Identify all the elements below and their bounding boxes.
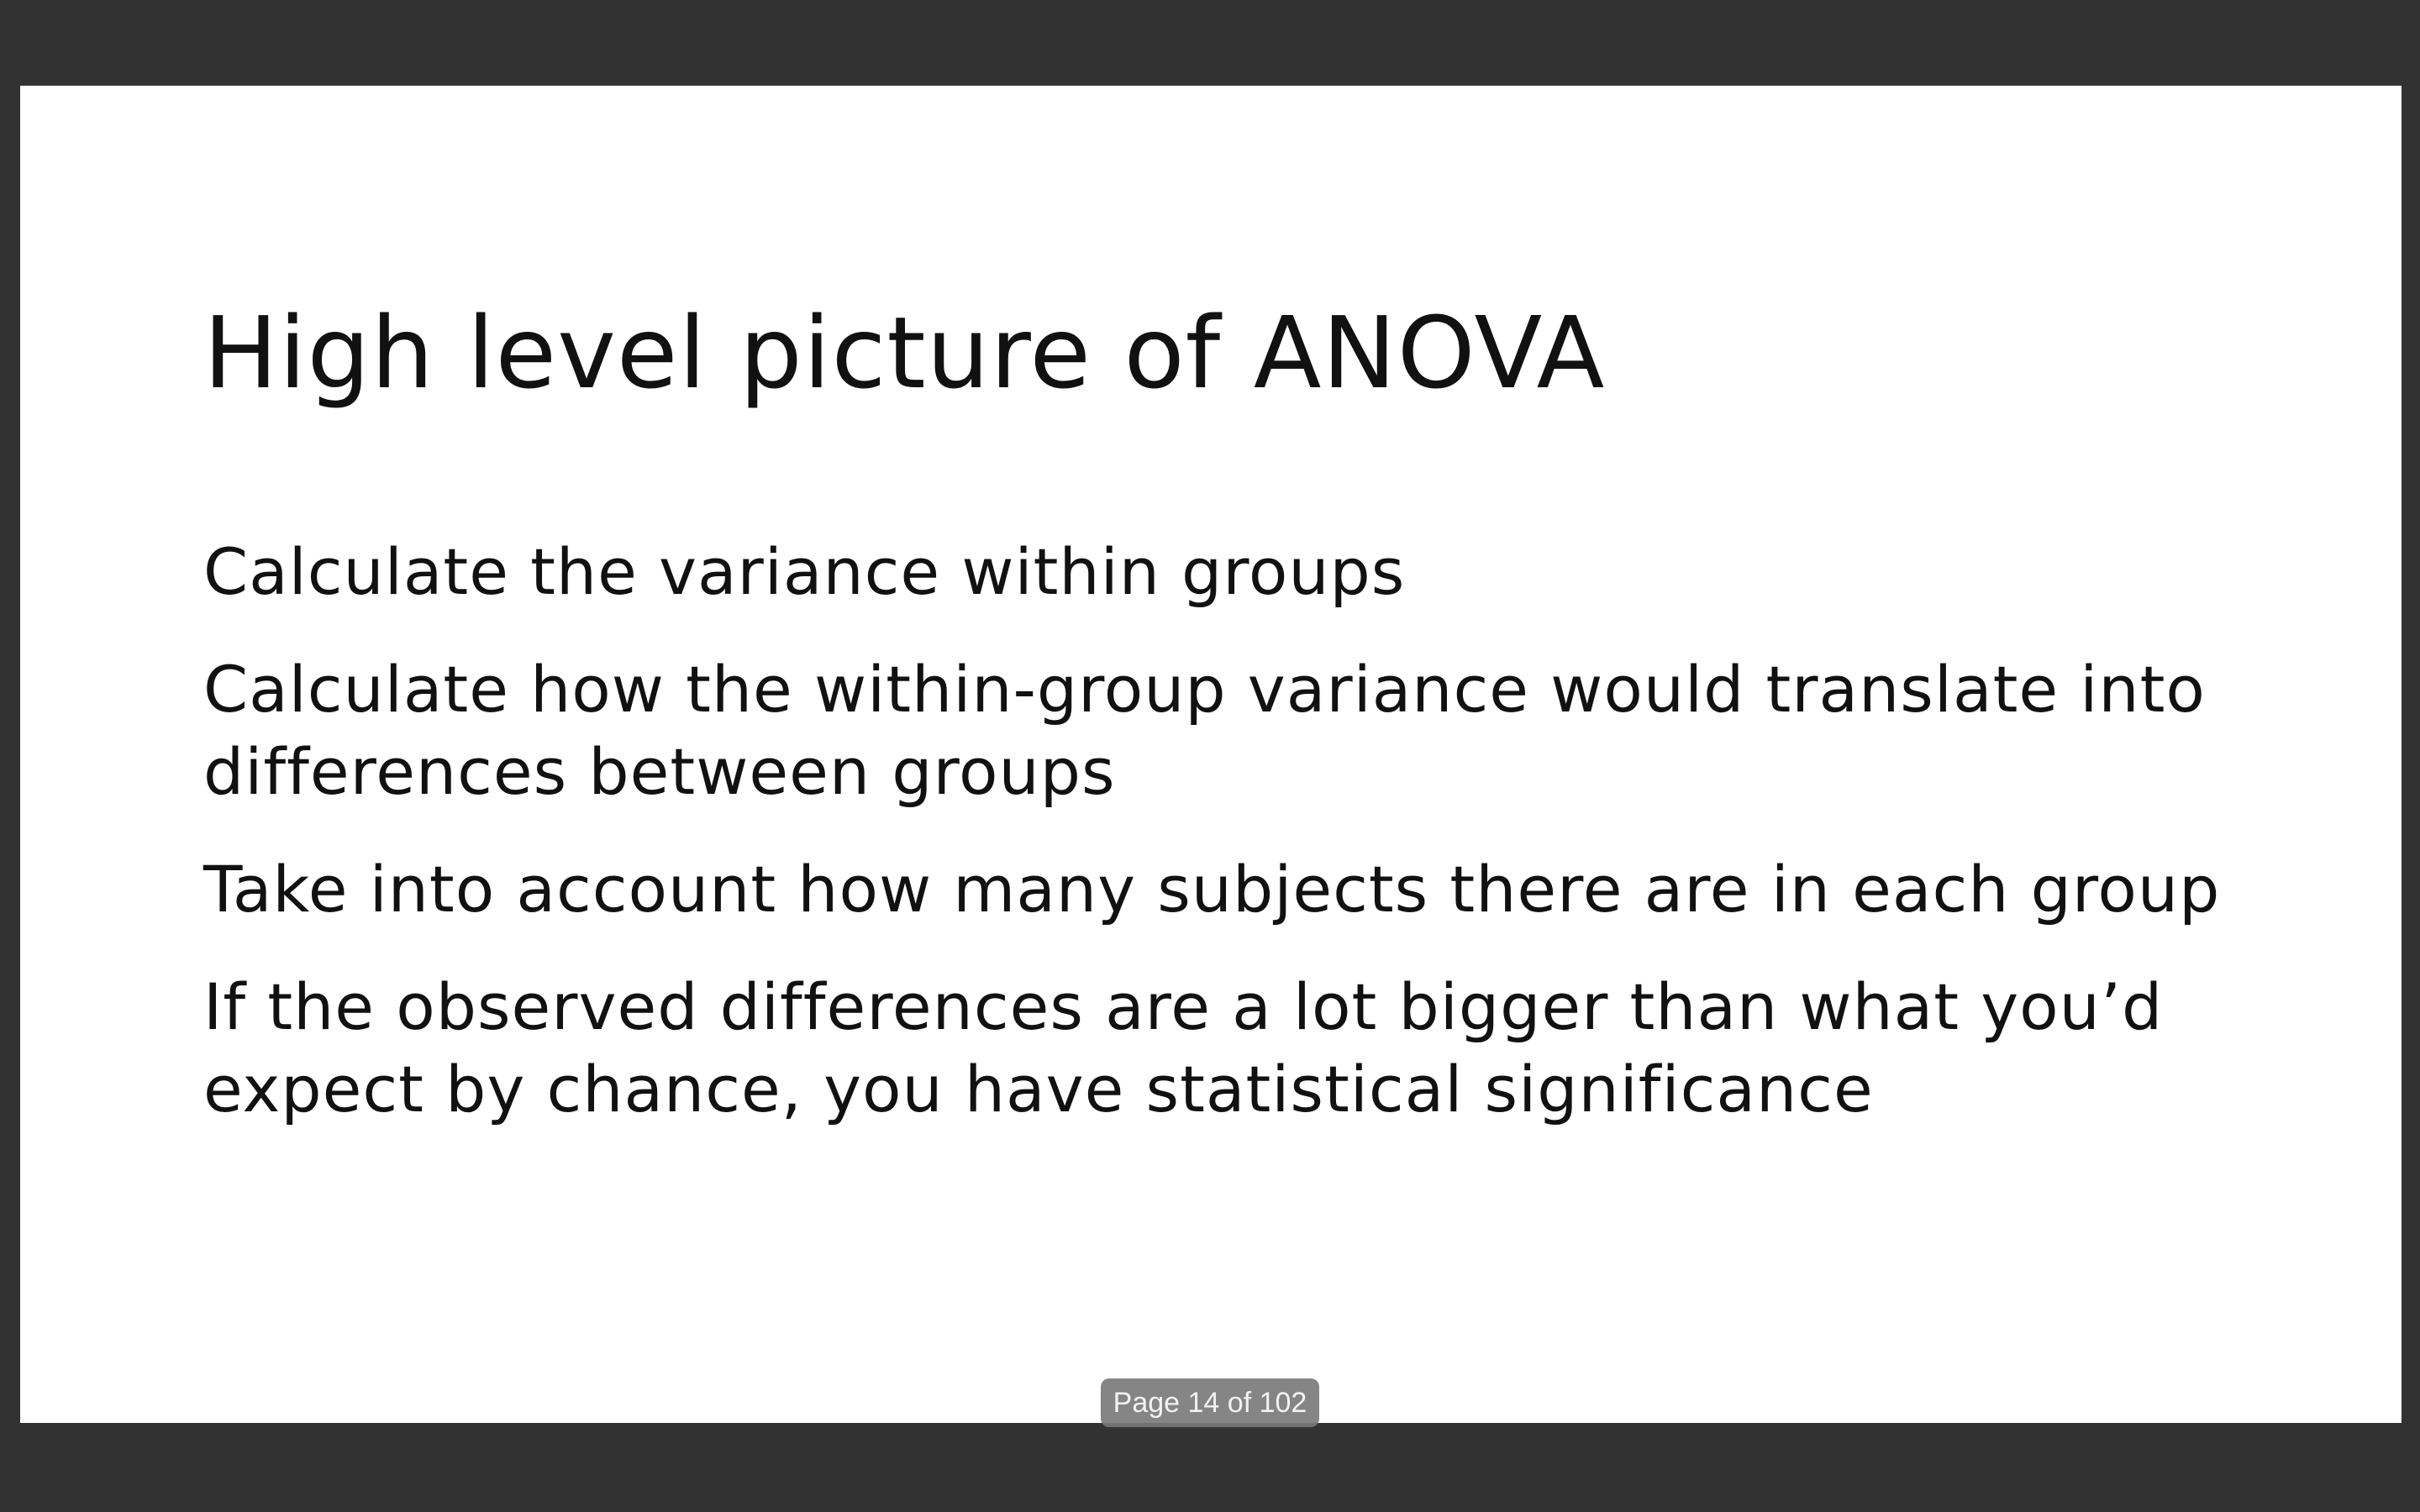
bullet-item: Calculate the variance within groups	[203, 534, 1406, 609]
bullet-item: Calculate how the within-group variance …	[203, 652, 2206, 809]
slide-title: High level picture of ANOVA	[203, 295, 1606, 411]
bullet-item: If the observed differences are a lot bi…	[203, 969, 2164, 1126]
bullet-list: Calculate the variance within groups Cal…	[203, 531, 2237, 1166]
slide-page: High level picture of ANOVA Calculate th…	[20, 86, 2402, 1423]
bullet-item: Take into account how many subjects ther…	[203, 852, 2221, 927]
page-indicator: Page 14 of 102	[1101, 1378, 1319, 1427]
